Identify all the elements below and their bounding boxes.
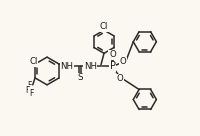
Text: O: O bbox=[117, 74, 124, 83]
Text: O: O bbox=[109, 50, 116, 59]
Text: S: S bbox=[77, 73, 83, 82]
Text: P: P bbox=[110, 61, 116, 71]
Text: F: F bbox=[27, 81, 32, 90]
Text: O: O bbox=[120, 57, 127, 66]
Text: F: F bbox=[25, 86, 30, 95]
Text: F: F bbox=[29, 89, 33, 98]
Text: NH: NH bbox=[84, 62, 97, 71]
Text: NH: NH bbox=[61, 62, 74, 71]
Text: Cl: Cl bbox=[29, 57, 38, 66]
Text: Cl: Cl bbox=[100, 22, 108, 31]
